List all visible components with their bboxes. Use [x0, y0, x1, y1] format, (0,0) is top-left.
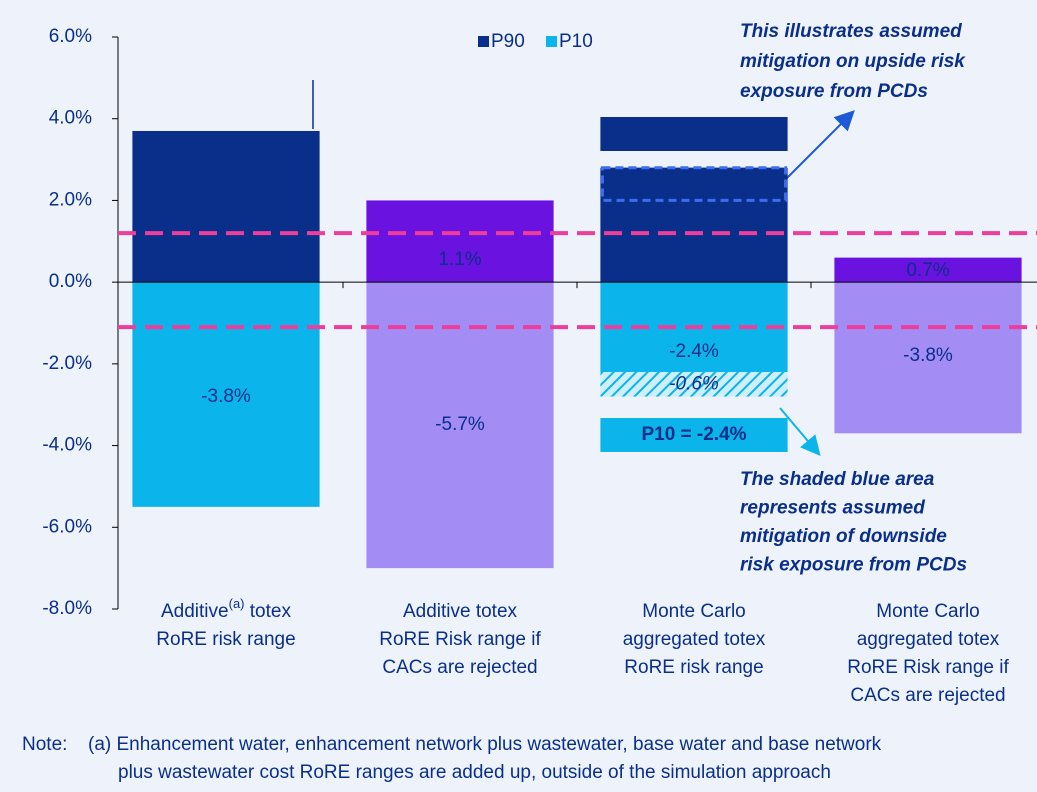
x-tick-label: RoRE Risk range if	[379, 629, 541, 650]
arrow	[779, 407, 821, 457]
x-tick-label: aggregated totex	[857, 629, 1000, 650]
result-box-text: P10 = -2.4%	[641, 424, 746, 445]
bar	[366, 282, 554, 569]
x-tick-label: CACs are rejected	[382, 657, 537, 678]
x-tick-label: aggregated totex	[623, 629, 766, 650]
x-tick-label-part: totex	[245, 601, 292, 622]
annotation: The shaded blue area	[740, 469, 935, 490]
y-tick-label: 6.0%	[49, 26, 92, 47]
downside-mitigation	[600, 372, 788, 397]
bar	[834, 257, 1022, 283]
bar-text: 3.4%%	[196, 251, 256, 272]
arrow	[779, 110, 855, 186]
result-box	[600, 117, 788, 151]
y-tick-label: 4.0%	[49, 108, 92, 129]
x-tick-label-part: Additive	[161, 601, 229, 622]
legend-swatch	[546, 36, 557, 47]
downside-mitigation-label: -0.6%	[669, 373, 719, 394]
note-text: (a) Enhancement water, enhancement netwo…	[88, 734, 882, 755]
bar-text: 1.1%	[438, 249, 481, 270]
y-tick-label: -4.0%	[42, 435, 92, 456]
annotation: represents assumed	[740, 498, 925, 519]
x-tick-label: RoRE Risk range if	[847, 657, 1009, 678]
x-tick-label-sup: (a)	[229, 596, 245, 611]
annotation: mitigation of downside	[740, 526, 947, 547]
result-box-text: P90 = 2.1%	[645, 123, 744, 144]
bar-text: -3.8%	[903, 345, 953, 366]
annotation: risk exposure from PCDs	[740, 555, 967, 576]
bar	[132, 282, 320, 507]
x-tick-label: Monte Carlo	[642, 601, 746, 622]
annotation: mitigation on upside risk	[740, 51, 966, 72]
y-tick-label: -8.0%	[42, 598, 92, 619]
y-tick-label: -6.0%	[42, 516, 92, 537]
bar-text: -2.4%	[669, 341, 719, 362]
note-text: plus wastewater cost RoRE ranges are add…	[118, 762, 831, 783]
bar-text: 1.3%	[672, 253, 715, 274]
annotation: This illustrates assumed	[740, 21, 962, 42]
result-box	[600, 418, 788, 452]
bar-text: 0.7%	[906, 260, 949, 281]
upside-mitigation-label: +0.8%	[667, 173, 722, 194]
annotation: exposure from PCDs	[740, 81, 928, 102]
x-tick-label: RoRE risk range	[624, 657, 763, 678]
y-tick-label: -2.0%	[42, 353, 92, 374]
x-tick-label: RoRE risk range	[156, 629, 295, 650]
legend-swatch	[478, 36, 489, 47]
bar-text: -5.7%	[435, 414, 485, 435]
upside-mitigation	[600, 166, 788, 202]
y-tick-label: 2.0%	[49, 189, 92, 210]
x-tick-label: Additive(a) totex	[161, 596, 291, 622]
legend-label: P90	[491, 31, 525, 52]
x-tick-label: Monte Carlo	[876, 601, 980, 622]
note-label: Note:	[22, 734, 67, 755]
legend-label: P10	[559, 31, 593, 52]
bar	[834, 282, 1022, 434]
bar	[366, 200, 554, 283]
x-tick-label: CACs are rejected	[850, 685, 1005, 706]
bar-text: -3.8%	[201, 386, 251, 407]
x-tick-label: Additive totex	[403, 601, 518, 622]
y-tick-label: 0.0%	[49, 271, 92, 292]
bar	[132, 130, 320, 283]
